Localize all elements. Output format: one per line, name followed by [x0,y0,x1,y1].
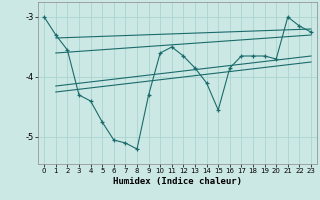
X-axis label: Humidex (Indice chaleur): Humidex (Indice chaleur) [113,177,242,186]
